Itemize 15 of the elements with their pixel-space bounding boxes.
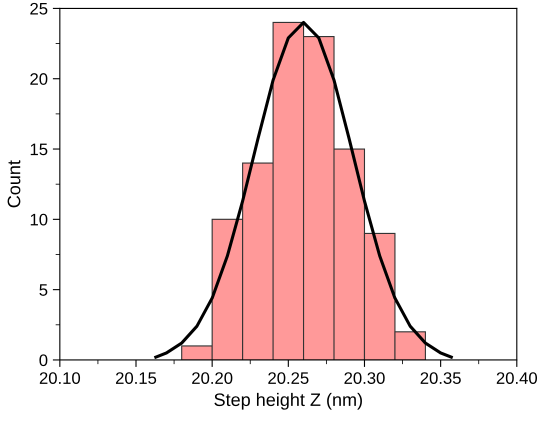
x-tick-label: 20.35: [420, 372, 461, 384]
y-tick-label: 10: [30, 214, 48, 226]
y-tick-label: 15: [30, 144, 48, 156]
y-tick-label: 0: [39, 354, 48, 366]
y-axis-title: Count: [8, 160, 20, 208]
x-tick-label: 20.25: [268, 372, 308, 384]
x-tick-label: 20.40: [496, 372, 538, 384]
y-tick-label: 25: [30, 2, 48, 15]
x-axis-title: Step height Z (nm): [214, 392, 362, 410]
x-tick-label: 20.30: [344, 372, 385, 384]
x-tick-label: 20.20: [192, 372, 232, 384]
y-tick-label: 20: [30, 73, 48, 85]
y-tick-label: 5: [39, 284, 48, 296]
x-tick-label: 20.15: [116, 372, 156, 384]
x-tick-label: 20.10: [40, 372, 80, 384]
